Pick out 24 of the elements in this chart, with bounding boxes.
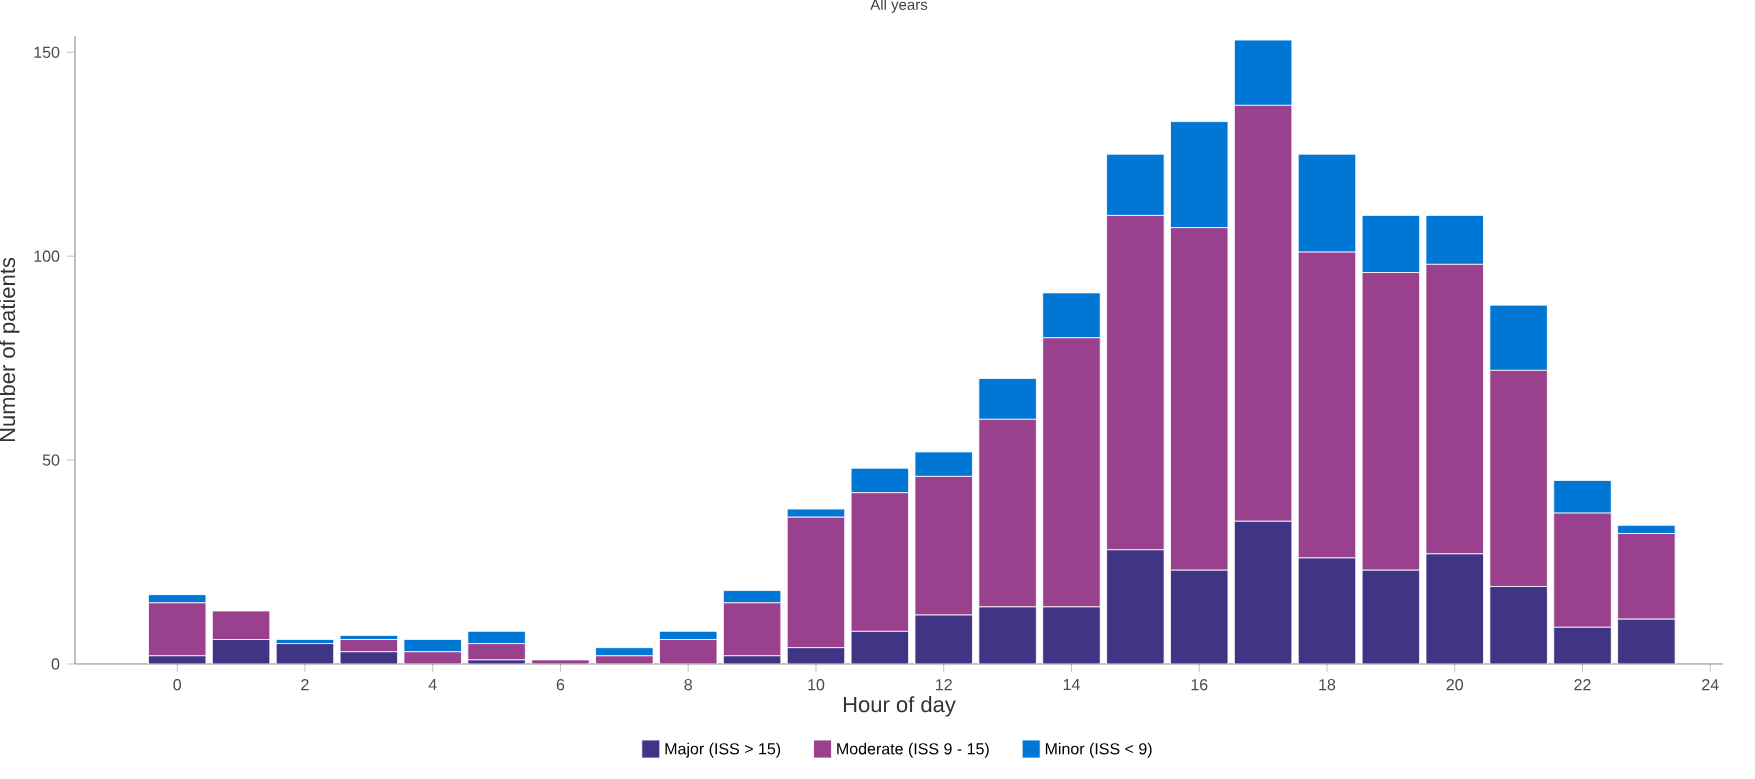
y-tick-label: 50	[42, 454, 60, 466]
x-tick-label: 4	[428, 679, 437, 691]
x-axis-title: Hour of day	[843, 696, 956, 717]
x-tick-label: 16	[1191, 679, 1208, 691]
bar	[275, 643, 335, 664]
legend-label: Moderate (ISS 9 - 15)	[837, 742, 989, 758]
x-tick-label: 10	[808, 679, 825, 691]
x-tick-label: 18	[1319, 679, 1336, 691]
x-tick-label: 0	[173, 679, 182, 691]
x-tick-label: 20	[1446, 679, 1464, 691]
x-tick-label: 8	[684, 679, 692, 691]
bar	[531, 659, 590, 664]
x-tick-label: 24	[1702, 679, 1719, 691]
y-tick-label: 100	[34, 250, 60, 262]
legend-label: Minor (ISS < 9)	[1045, 742, 1152, 758]
x-tick-label: 6	[556, 679, 565, 691]
y-tick-label: 0	[51, 658, 60, 670]
x-tick-label: 2	[301, 679, 309, 691]
x-tick-label: 12	[936, 679, 952, 691]
x-tick-label: 14	[1063, 679, 1080, 691]
legend-label: Major (ISS > 15)	[665, 742, 781, 758]
y-tick-label: 150	[34, 46, 60, 58]
x-tick-label: 22	[1574, 679, 1591, 691]
y-axis-title: Number of patients	[0, 257, 20, 442]
